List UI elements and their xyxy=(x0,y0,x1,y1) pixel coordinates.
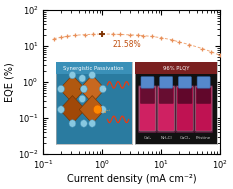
Point xyxy=(209,50,213,53)
Point xyxy=(159,36,163,39)
Point xyxy=(129,33,132,36)
Point xyxy=(100,33,104,36)
Point xyxy=(65,35,69,38)
Point xyxy=(188,43,191,46)
Point xyxy=(74,34,77,37)
Point xyxy=(52,37,55,40)
Y-axis label: EQE (%): EQE (%) xyxy=(5,62,15,102)
Point xyxy=(136,34,140,37)
Point xyxy=(118,33,122,36)
Point xyxy=(100,33,104,36)
Point xyxy=(201,47,204,50)
X-axis label: Current density (mA cm⁻²): Current density (mA cm⁻²) xyxy=(67,174,197,184)
Point xyxy=(170,38,174,41)
Point xyxy=(142,34,145,37)
Point xyxy=(83,33,86,36)
Point xyxy=(177,40,181,43)
Point xyxy=(150,35,154,38)
Point xyxy=(91,33,95,36)
Point xyxy=(59,36,63,39)
Point xyxy=(111,33,114,36)
Point xyxy=(218,54,222,57)
Text: 21.58%: 21.58% xyxy=(113,40,141,49)
